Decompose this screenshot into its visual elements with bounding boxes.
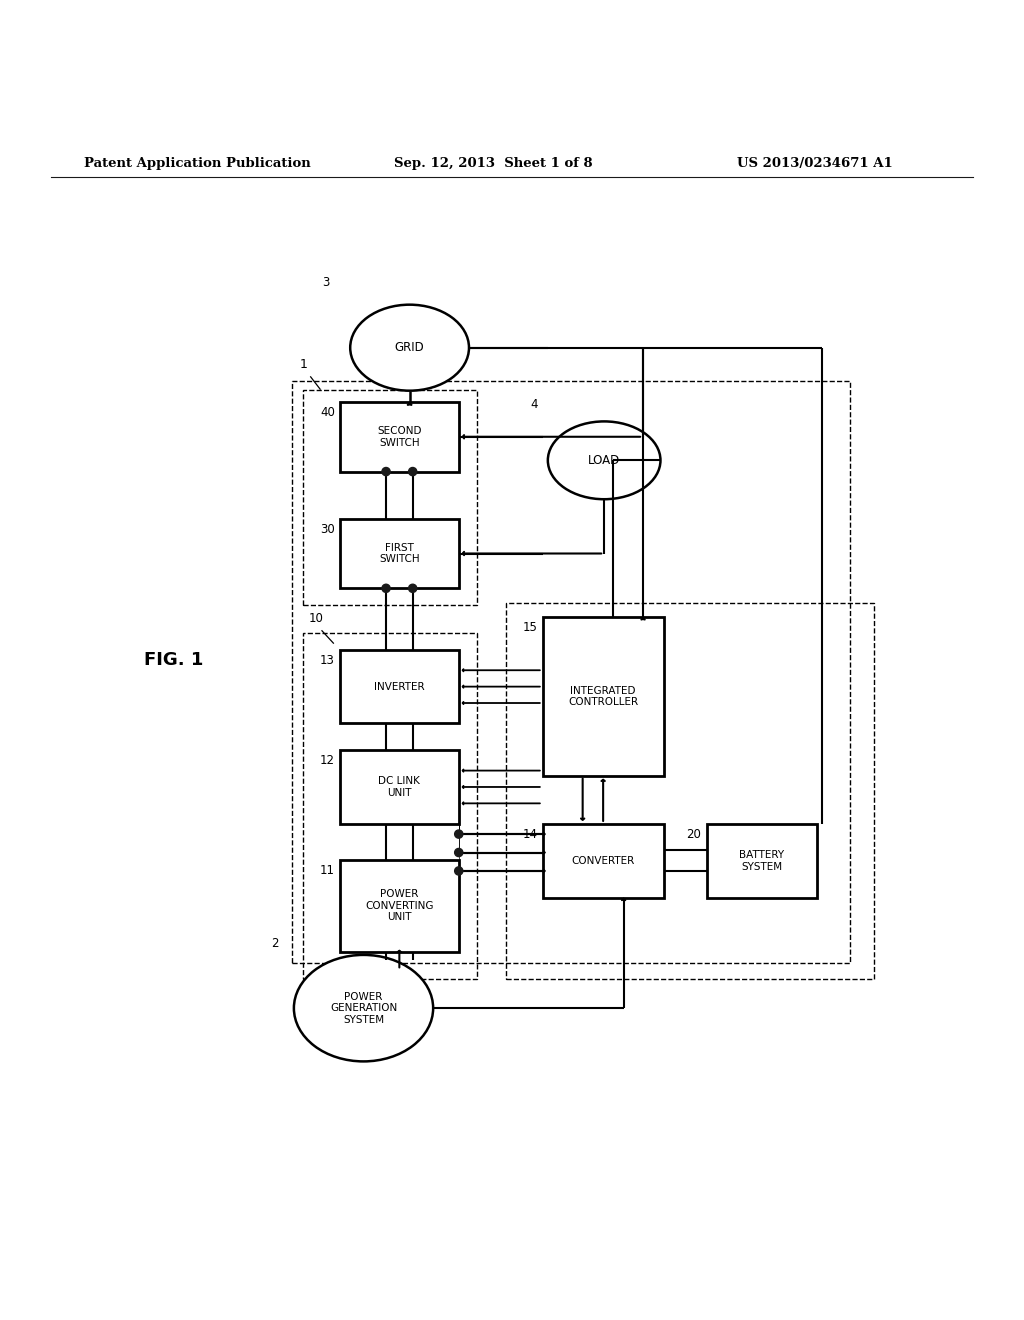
Bar (303, 634, 477, 979)
Text: 11: 11 (319, 863, 335, 876)
Ellipse shape (548, 421, 660, 499)
Bar (543, 616, 664, 776)
Circle shape (455, 849, 463, 857)
Ellipse shape (350, 305, 469, 391)
Text: FIG. 1: FIG. 1 (144, 651, 204, 669)
Text: LOAD: LOAD (588, 454, 621, 467)
Text: POWER
GENERATION
SYSTEM: POWER GENERATION SYSTEM (330, 991, 397, 1024)
Text: 10: 10 (308, 612, 324, 626)
Bar (340, 519, 459, 589)
Text: POWER
CONVERTING
UNIT: POWER CONVERTING UNIT (366, 890, 433, 923)
Text: 3: 3 (323, 276, 330, 289)
Text: 13: 13 (319, 653, 335, 667)
Text: INTEGRATED
CONTROLLER: INTEGRATED CONTROLLER (568, 685, 638, 708)
Text: Sep. 12, 2013  Sheet 1 of 8: Sep. 12, 2013 Sheet 1 of 8 (394, 157, 593, 170)
Text: 1: 1 (300, 358, 308, 371)
Text: 4: 4 (530, 399, 538, 411)
Text: 40: 40 (319, 407, 335, 418)
Bar (707, 824, 817, 898)
Bar (543, 824, 664, 898)
Bar (292, 381, 850, 964)
Text: Patent Application Publication: Patent Application Publication (84, 157, 310, 170)
Text: 20: 20 (686, 828, 701, 841)
Bar (340, 750, 459, 824)
Bar (340, 859, 459, 952)
Text: CONVERTER: CONVERTER (571, 855, 635, 866)
Text: US 2013/0234671 A1: US 2013/0234671 A1 (737, 157, 893, 170)
Text: 30: 30 (321, 523, 335, 536)
Bar (506, 603, 874, 979)
Circle shape (409, 467, 417, 475)
Bar (303, 389, 477, 605)
Text: 15: 15 (522, 622, 538, 634)
Text: INVERTER: INVERTER (374, 681, 425, 692)
Circle shape (455, 867, 463, 875)
Text: 2: 2 (271, 937, 279, 950)
Text: SECOND
SWITCH: SECOND SWITCH (377, 426, 422, 447)
Bar (340, 403, 459, 471)
Circle shape (382, 467, 390, 475)
Text: GRID: GRID (394, 341, 425, 354)
Circle shape (455, 830, 463, 838)
Text: 12: 12 (319, 754, 335, 767)
Text: 14: 14 (522, 828, 538, 841)
Text: DC LINK
UNIT: DC LINK UNIT (379, 776, 420, 797)
Text: FIRST
SWITCH: FIRST SWITCH (379, 543, 420, 565)
Text: BATTERY
SYSTEM: BATTERY SYSTEM (739, 850, 784, 871)
Bar (340, 649, 459, 723)
Ellipse shape (294, 954, 433, 1061)
Circle shape (409, 585, 417, 593)
Circle shape (382, 585, 390, 593)
